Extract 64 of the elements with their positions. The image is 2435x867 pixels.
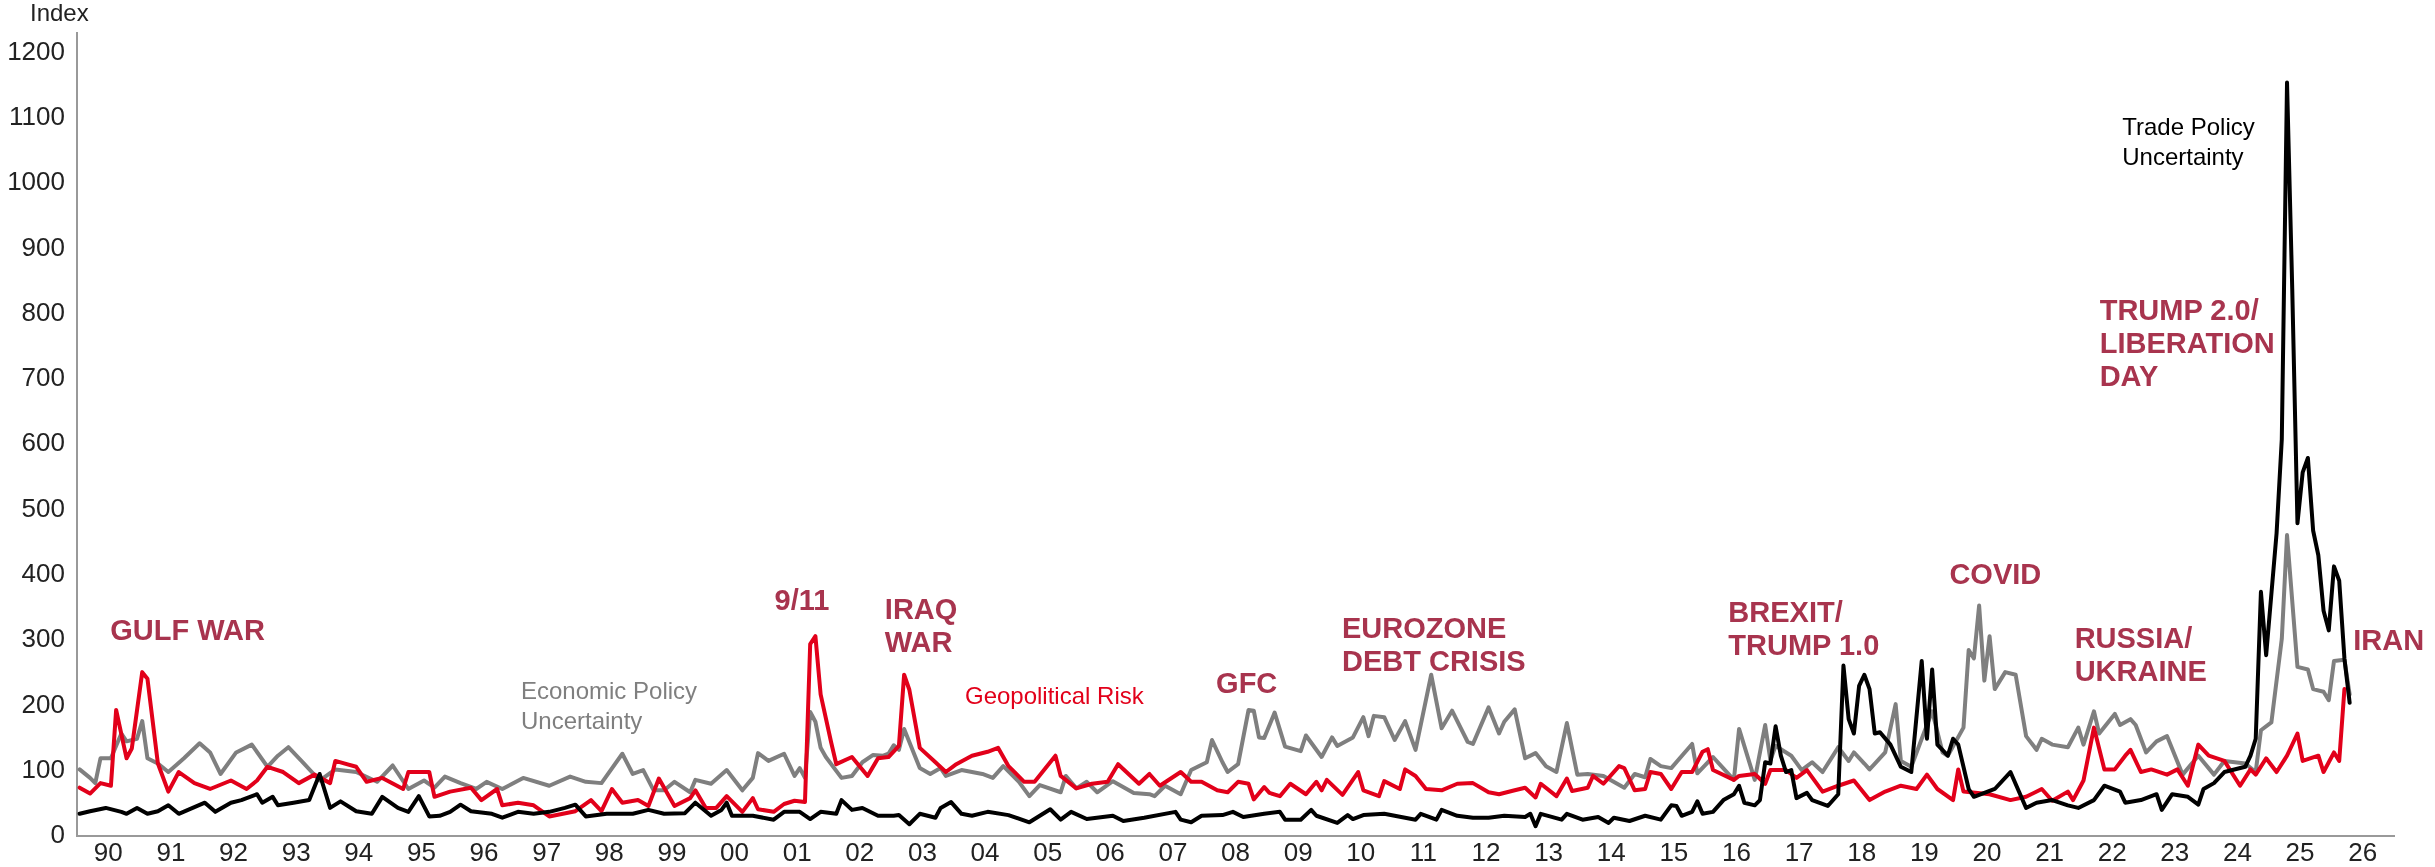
x-tick-label: 04 — [970, 836, 1000, 867]
y-tick-label: 600 — [21, 427, 65, 458]
y-tick-label: 1200 — [7, 35, 65, 66]
x-tick-label: 11 — [1409, 836, 1437, 867]
x-tick-label: 21 — [2035, 836, 2065, 867]
y-tick-label: 700 — [21, 362, 65, 393]
y-tick-label: 0 — [50, 819, 65, 850]
x-tick-label: 93 — [281, 836, 311, 867]
y-tick-label: 1000 — [7, 166, 65, 197]
x-tick-label: 13 — [1534, 836, 1564, 867]
x-tick-label: 02 — [845, 836, 875, 867]
x-tick-label: 12 — [1471, 836, 1501, 867]
annotation: BREXIT/ TRUMP 1.0 — [1728, 595, 1880, 661]
y-tick-label: 800 — [21, 296, 65, 327]
x-tick-label: 23 — [2160, 836, 2190, 867]
x-tick-label: 16 — [1722, 836, 1751, 867]
annotation: 9/11 — [774, 584, 830, 617]
x-tick-label: 90 — [93, 836, 123, 867]
x-tick-label: 00 — [720, 836, 749, 867]
annotation: COVID — [1949, 557, 2042, 590]
x-tick-label: 25 — [2285, 836, 2315, 867]
y-tick-label: 500 — [21, 492, 65, 523]
x-tick-label: 19 — [1909, 836, 1939, 867]
series-label: Economic Policy Uncertainty — [520, 676, 698, 734]
x-tick-label: 14 — [1596, 836, 1626, 867]
x-tick-label: 07 — [1158, 836, 1188, 867]
x-tick-label: 06 — [1095, 836, 1125, 867]
y-tick-label: 1100 — [9, 101, 65, 132]
annotation: IRAN — [2353, 624, 2425, 657]
y-tick-label: 900 — [21, 231, 65, 262]
series-label: Geopolitical Risk — [964, 682, 1145, 710]
x-tick-label: 92 — [219, 836, 249, 867]
x-tick-label: 94 — [344, 836, 374, 867]
y-axis-title: Index — [30, 0, 89, 26]
x-tick-label: 96 — [469, 836, 499, 867]
annotation: TRUMP 2.0/ LIBERATION DAY — [2099, 293, 2275, 392]
y-tick-label: 400 — [21, 558, 65, 589]
x-tick-label: 17 — [1784, 836, 1814, 867]
x-tick-label: 10 — [1346, 836, 1376, 867]
x-tick-label: 98 — [594, 836, 624, 867]
x-tick-label: 91 — [156, 836, 186, 867]
y-tick-label: 300 — [21, 623, 65, 654]
x-tick-label: 24 — [2222, 836, 2252, 867]
x-tick-label: 18 — [1847, 836, 1877, 867]
annotation: RUSSIA/ UKRAINE — [2074, 621, 2207, 687]
x-tick-label: 95 — [406, 836, 436, 867]
x-tick-label: 09 — [1283, 836, 1313, 867]
annotation: IRAQ WAR — [884, 592, 958, 658]
x-tick-label: 97 — [532, 836, 562, 867]
x-tick-label: 05 — [1033, 836, 1063, 867]
x-tick-label: 20 — [1972, 836, 2002, 867]
x-tick-label: 03 — [907, 836, 937, 867]
annotation: GULF WAR — [110, 614, 265, 647]
x-tick-label: 15 — [1659, 836, 1689, 867]
x-tick-label: 08 — [1221, 836, 1250, 867]
annotation: GFC — [1216, 666, 1278, 699]
annotation: EUROZONE DEBT CRISIS — [1341, 611, 1526, 677]
y-tick-label: 200 — [21, 688, 65, 719]
series-label: Trade Policy Uncertainty — [2122, 112, 2255, 170]
x-tick-label: 26 — [2348, 836, 2378, 867]
x-tick-label: 01 — [782, 836, 812, 867]
x-tick-label: 99 — [657, 836, 687, 867]
y-tick-label: 100 — [21, 753, 65, 784]
x-tick-label: 22 — [2097, 836, 2127, 867]
